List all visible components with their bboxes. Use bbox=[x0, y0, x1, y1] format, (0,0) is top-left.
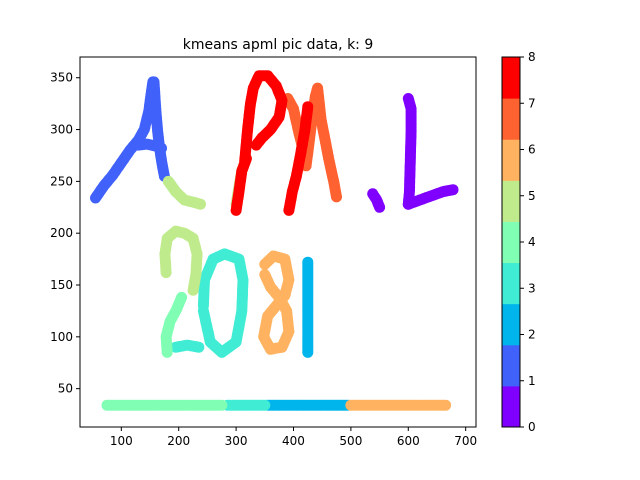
cluster-1 bbox=[90, 76, 170, 204]
x-tick-label: 500 bbox=[339, 434, 362, 448]
y-tick-label: 200 bbox=[50, 226, 73, 240]
x-tick-label: 600 bbox=[397, 434, 420, 448]
x-tick-label: 700 bbox=[454, 434, 477, 448]
data-point bbox=[447, 184, 459, 196]
data-point bbox=[195, 198, 206, 210]
colorbar-tick-label: 8 bbox=[528, 50, 536, 64]
x-axis: 100 200 300 400 500 600 700 bbox=[110, 427, 477, 448]
colorbar-segment bbox=[502, 385, 520, 428]
y-tick-label: 100 bbox=[50, 330, 73, 344]
data-point bbox=[240, 153, 252, 165]
data-point bbox=[176, 291, 188, 303]
cluster-8 bbox=[230, 70, 314, 216]
data-points bbox=[90, 70, 459, 411]
colorbar-segment bbox=[502, 139, 520, 181]
colorbar-tick-label: 0 bbox=[528, 420, 536, 434]
data-point bbox=[250, 139, 262, 151]
data-point bbox=[156, 142, 167, 154]
data-point bbox=[216, 399, 228, 411]
data-point bbox=[187, 284, 199, 296]
colorbar-tick-label: 5 bbox=[528, 189, 536, 203]
data-point bbox=[259, 399, 271, 411]
x-tick-label: 100 bbox=[110, 434, 133, 448]
chart-title: kmeans apml pic data, k: 9 bbox=[183, 37, 374, 53]
colorbar-segment bbox=[502, 303, 520, 346]
colorbar-tick-label: 7 bbox=[528, 96, 536, 110]
y-tick-label: 350 bbox=[50, 71, 73, 85]
colorbar-segment bbox=[502, 221, 520, 264]
y-axis: 50 100 150 200 250 300 350 bbox=[50, 71, 80, 396]
y-tick-label: 250 bbox=[50, 174, 73, 188]
data-point bbox=[302, 346, 314, 358]
data-point bbox=[259, 269, 271, 281]
colorbar-segment bbox=[502, 98, 520, 140]
cluster-4 bbox=[101, 175, 228, 411]
cluster-6 bbox=[258, 250, 452, 411]
colorbar: 0 1 2 3 4 5 6 7 8 bbox=[501, 50, 536, 434]
y-tick-label: 50 bbox=[58, 382, 73, 396]
colorbar-tick-label: 6 bbox=[528, 143, 536, 157]
data-point bbox=[331, 191, 342, 203]
colorbar-tick-label: 1 bbox=[528, 374, 536, 388]
x-tick-label: 300 bbox=[225, 434, 248, 448]
colorbar-tick-label: 4 bbox=[528, 235, 536, 249]
plot-frame bbox=[79, 56, 477, 428]
data-point bbox=[302, 101, 314, 113]
colorbar-segment bbox=[502, 180, 520, 222]
data-point bbox=[193, 341, 205, 353]
colorbar-segment bbox=[502, 262, 520, 305]
y-tick-label: 150 bbox=[50, 278, 73, 292]
x-tick-label: 200 bbox=[167, 434, 190, 448]
y-tick-label: 300 bbox=[50, 123, 73, 137]
colorbar-tick-label: 3 bbox=[528, 281, 536, 295]
colorbar-segment bbox=[502, 344, 520, 387]
data-point bbox=[440, 399, 452, 411]
data-point bbox=[374, 201, 386, 213]
cluster-0 bbox=[367, 93, 459, 213]
x-tick-label: 400 bbox=[282, 434, 305, 448]
colorbar-tick-label: 2 bbox=[528, 328, 536, 342]
cluster-3 bbox=[170, 248, 271, 411]
colorbar-segment bbox=[502, 57, 520, 99]
cluster-2 bbox=[262, 256, 354, 411]
data-point bbox=[197, 300, 209, 312]
